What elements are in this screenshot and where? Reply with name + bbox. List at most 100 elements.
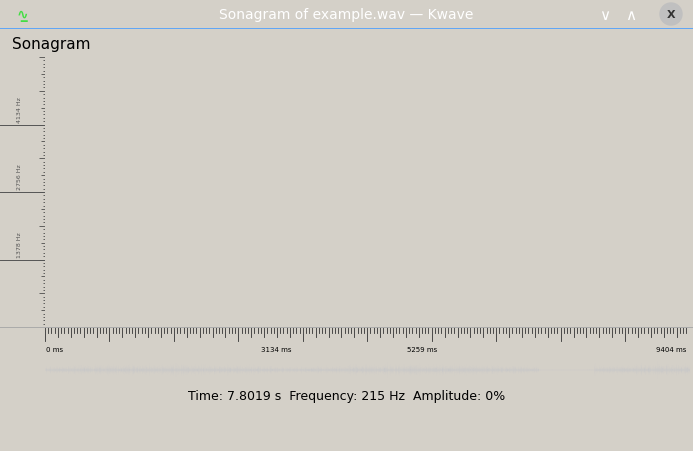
- Bar: [389, 324, 395, 325]
- Bar: [604, 297, 631, 298]
- Bar: [538, 324, 556, 325]
- Bar: [530, 324, 536, 325]
- Bar: [486, 317, 509, 318]
- Bar: [440, 307, 450, 308]
- Bar: [437, 314, 454, 315]
- Bar: [85, 300, 103, 301]
- Bar: [317, 326, 328, 327]
- Bar: [160, 327, 166, 328]
- Bar: [498, 317, 518, 318]
- Bar: [243, 323, 247, 324]
- Bar: [148, 327, 159, 328]
- Bar: [644, 312, 666, 313]
- Bar: [153, 326, 161, 327]
- Bar: [623, 293, 642, 294]
- Bar: [333, 324, 335, 325]
- Bar: [206, 326, 208, 327]
- Bar: [305, 289, 331, 290]
- Bar: [164, 292, 188, 293]
- Bar: [557, 327, 575, 328]
- Bar: [607, 318, 624, 319]
- Bar: [353, 321, 355, 322]
- Bar: [60, 304, 77, 305]
- Bar: [301, 323, 303, 324]
- Bar: [660, 323, 671, 324]
- Bar: [401, 306, 419, 307]
- Bar: [633, 310, 641, 311]
- Bar: [332, 324, 346, 325]
- Bar: [299, 317, 315, 318]
- Bar: [548, 322, 554, 323]
- Bar: [550, 323, 565, 324]
- Bar: [643, 320, 656, 321]
- Bar: [216, 322, 220, 323]
- Bar: [234, 326, 236, 327]
- Bar: [651, 306, 654, 307]
- Bar: [323, 320, 330, 321]
- Bar: [522, 324, 528, 325]
- Bar: [578, 316, 592, 317]
- Bar: [374, 283, 399, 284]
- Bar: [665, 296, 679, 297]
- Bar: [64, 318, 79, 319]
- Bar: [281, 310, 289, 311]
- Bar: [134, 324, 148, 325]
- Bar: [466, 302, 486, 303]
- Bar: [524, 323, 544, 324]
- Bar: [311, 311, 322, 312]
- Bar: [214, 321, 218, 322]
- Bar: [510, 316, 521, 317]
- Bar: [292, 326, 295, 327]
- Bar: [513, 283, 543, 284]
- Bar: [258, 323, 267, 324]
- Bar: [336, 282, 356, 283]
- Bar: [632, 320, 650, 321]
- Bar: [651, 314, 672, 315]
- Bar: [658, 325, 660, 326]
- Bar: [627, 321, 637, 322]
- Bar: [646, 295, 672, 296]
- Bar: [520, 306, 538, 307]
- Bar: [192, 306, 211, 307]
- Bar: [59, 312, 62, 313]
- Text: Time: 7.8019 s  Frequency: 215 Hz  Amplitude: 0%: Time: 7.8019 s Frequency: 215 Hz Amplitu…: [188, 389, 505, 402]
- Bar: [577, 305, 584, 306]
- Bar: [352, 293, 358, 294]
- Bar: [410, 312, 428, 313]
- Bar: [319, 323, 338, 324]
- Bar: [286, 315, 297, 316]
- Bar: [518, 313, 533, 314]
- Bar: [138, 325, 153, 326]
- Bar: [360, 310, 363, 311]
- Bar: [229, 305, 254, 306]
- Bar: [645, 280, 674, 281]
- Bar: [666, 323, 674, 324]
- Bar: [184, 312, 192, 313]
- Bar: [308, 297, 337, 298]
- Bar: [384, 297, 398, 298]
- Bar: [423, 313, 435, 314]
- Bar: [538, 308, 560, 309]
- Circle shape: [660, 4, 682, 26]
- Bar: [257, 311, 261, 312]
- Bar: [283, 321, 301, 322]
- Bar: [565, 310, 584, 311]
- Text: X: X: [667, 10, 675, 20]
- Bar: [446, 314, 461, 315]
- Bar: [397, 315, 405, 316]
- Bar: [500, 318, 522, 319]
- Bar: [297, 317, 318, 318]
- Bar: [541, 305, 564, 306]
- Bar: [545, 315, 565, 316]
- Bar: [585, 326, 591, 327]
- Bar: [459, 316, 466, 317]
- Bar: [624, 317, 633, 318]
- Bar: [587, 318, 602, 319]
- Bar: [227, 324, 231, 325]
- Text: 3134 ms: 3134 ms: [261, 346, 291, 352]
- Bar: [395, 287, 410, 288]
- Bar: [155, 274, 183, 275]
- Bar: [582, 323, 586, 324]
- Bar: [656, 321, 676, 322]
- Bar: [299, 311, 313, 312]
